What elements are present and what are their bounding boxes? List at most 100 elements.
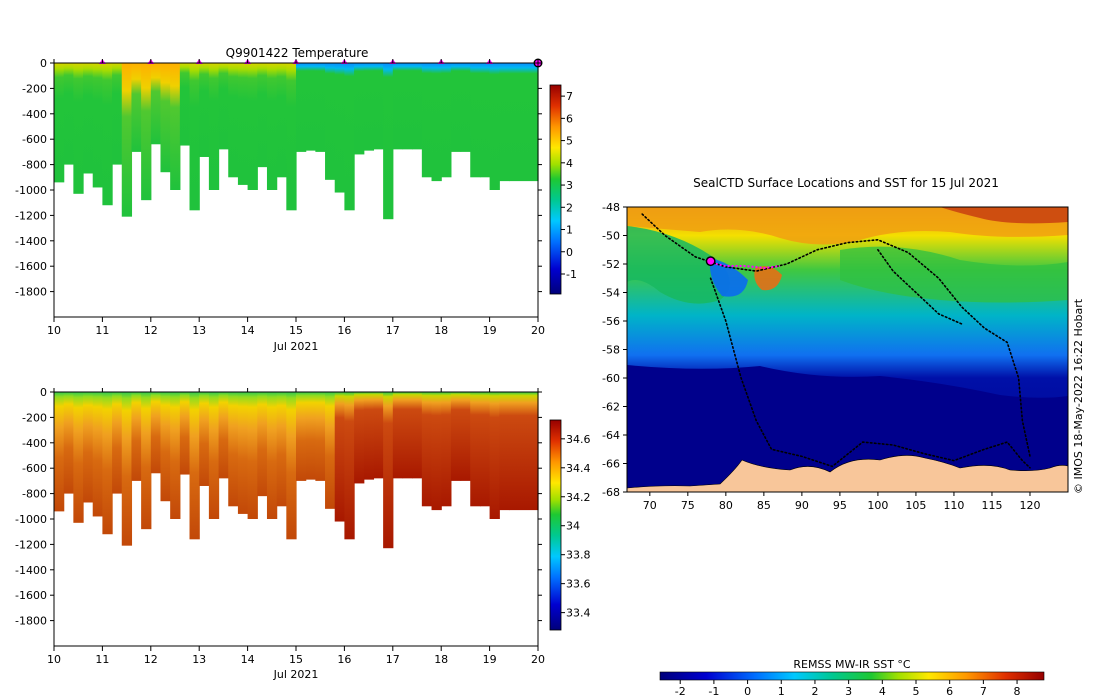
salinity-profile-bar	[121, 392, 133, 546]
salinity-profile-bar	[218, 392, 229, 479]
temperature-profile-bar	[421, 63, 433, 178]
seal-track	[641, 213, 1031, 469]
temperature-profile-bar	[402, 63, 413, 150]
seal-track-line	[641, 213, 1031, 458]
temperature-colorbar-tick-label: 0	[566, 246, 573, 259]
temperature-x-tick-label: 19	[483, 324, 497, 337]
temperature-y-axis: 0 -200 -400 -600 -800 -1000 -1200 -1400 -1600 -18…	[15, 57, 542, 299]
salinity-y-tick-label: -1000	[15, 513, 47, 526]
map-y-tick-label: -58	[602, 344, 620, 357]
temperature-x-label: Jul 2021	[273, 340, 319, 353]
temperature-profile-bar	[150, 63, 162, 145]
salinity-profile-bar	[441, 392, 452, 507]
map-y-tick-label: -62	[602, 401, 620, 414]
temperature-profile-bar	[112, 63, 123, 165]
map-x-tick-label: 120	[1019, 499, 1040, 512]
salinity-y-tick-label: -1400	[15, 564, 47, 577]
temperature-x-tick-label: 20	[531, 324, 545, 337]
temperature-profile-bar	[296, 63, 307, 152]
temperature-profile-bar	[412, 63, 423, 150]
map-x-tick-label: 105	[905, 499, 926, 512]
salinity-colorbar-tick-label: 33.4	[566, 607, 591, 620]
temperature-colorbar-tick-label: -1	[566, 268, 577, 281]
salinity-profile-bar	[247, 392, 258, 519]
credit-text: © IMOS 18-May-2022 16:22 Hobart	[1072, 298, 1085, 494]
hot-water-patch	[940, 207, 1068, 224]
salinity-profile-bar	[334, 392, 345, 522]
salinity-x-label: Jul 2021	[273, 668, 319, 681]
salinity-colorbar	[549, 419, 562, 631]
temperature-profile-bar	[170, 63, 181, 190]
temperature-profile-bar	[325, 63, 336, 180]
salinity-profile-bar	[228, 392, 239, 507]
salinity-profile-bar	[102, 392, 113, 535]
temperature-profile-bar	[286, 63, 297, 211]
salinity-profile-bar	[508, 392, 539, 511]
temperature-y-tick-label: -1600	[15, 260, 47, 273]
temperature-y-tick-label: -600	[22, 133, 47, 146]
temperature-colorbar-tick-label: 7	[566, 90, 573, 103]
temperature-profile-bar	[305, 63, 316, 151]
map-y-tick-label: -52	[602, 258, 620, 271]
temperature-profile-bar	[450, 63, 462, 152]
map-x-tick-label: 90	[795, 499, 809, 512]
sst-colorbar-tick-label: -2	[675, 685, 686, 698]
salinity-profile-bar	[325, 392, 336, 509]
salinity-profile-bar	[170, 392, 181, 519]
temperature-x-tick-label: 15	[289, 324, 303, 337]
salinity-profile-bar	[92, 392, 103, 517]
salinity-y-axis: 0 -200 -400 -600 -800 -1000 -1200 -1400 -1600 -18…	[15, 386, 542, 628]
temperature-title: Q9901422 Temperature	[226, 46, 369, 60]
salinity-x-tick-label: 13	[192, 653, 206, 666]
temperature-profile-bar	[199, 63, 210, 157]
temperature-x-tick-label: 18	[434, 324, 448, 337]
map-x-tick-label: 115	[981, 499, 1002, 512]
salinity-x-tick-label: 11	[95, 653, 109, 666]
salinity-profile-bar	[470, 392, 481, 507]
sst-map-panel: SealCTD Surface Locations and SST for 15…	[602, 176, 1085, 698]
temperature-profile-bar	[383, 63, 394, 220]
seal-track-line	[877, 249, 963, 325]
sst-field	[627, 207, 1068, 492]
salinity-colorbar-tick-label: 34.2	[566, 491, 591, 504]
salinity-profile-bar	[344, 392, 355, 540]
temperature-profile-bar	[189, 63, 200, 211]
temperature-x-tick-label: 17	[386, 324, 400, 337]
temperature-colorbar-tick-label: 2	[566, 201, 573, 214]
salinity-colorbar-tick-label: 33.8	[566, 549, 591, 562]
temperature-profile-bar	[344, 63, 355, 211]
salinity-y-tick-label: -1800	[15, 615, 47, 628]
temperature-y-tick-label: -1000	[15, 184, 47, 197]
salinity-profile-bar	[276, 392, 287, 507]
temperature-profile-bar	[257, 63, 268, 168]
temperature-profile-bar	[63, 63, 74, 165]
salinity-profile-bar	[237, 392, 249, 514]
temperature-profile-bar	[73, 63, 84, 194]
salinity-profile-bar	[257, 392, 268, 497]
salinity-profile-bar	[63, 392, 74, 494]
temperature-profile-bar	[499, 63, 510, 182]
salinity-profile-bar	[412, 392, 423, 479]
temperature-profile-bar	[508, 63, 539, 182]
salinity-colorbar-ticks: 33.4 33.6 33.8 34 34.2 34.4 34.6	[561, 433, 591, 620]
temperature-y-tick-label: 0	[40, 57, 47, 70]
salinity-y-tick-label: -1200	[15, 538, 47, 551]
map-x-tick-label: 100	[867, 499, 888, 512]
temperature-colorbar-tick-label: 5	[566, 135, 573, 148]
salinity-profile-bar	[150, 392, 162, 474]
salinity-profile-bar	[208, 392, 220, 519]
temperature-x-tick-label: 14	[241, 324, 255, 337]
green-water-west	[627, 226, 730, 304]
temperature-x-tick-label: 16	[337, 324, 351, 337]
warm-eddy	[754, 266, 782, 291]
map-title: SealCTD Surface Locations and SST for 15…	[693, 176, 999, 190]
map-x-tick-label: 85	[757, 499, 771, 512]
salinity-x-tick-label: 18	[434, 653, 448, 666]
temperature-profile-bar	[247, 63, 258, 190]
map-latitude-axis: -48 -50 -52 -54 -56 -58 -60 -62 -64 -66 -68	[602, 201, 627, 499]
salinity-profile-bar	[431, 392, 442, 511]
temperature-profile-bar	[54, 63, 65, 183]
temperature-profile-bar	[363, 63, 375, 151]
salinity-profile-bar	[373, 392, 384, 479]
